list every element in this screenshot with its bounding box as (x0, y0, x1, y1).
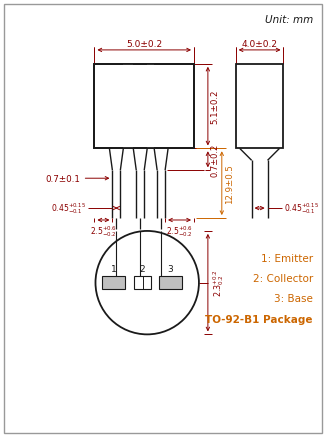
Text: 12.9±0.5: 12.9±0.5 (225, 164, 234, 204)
Text: 2: Collector: 2: Collector (253, 273, 313, 283)
Text: 2.5$^{+0.6}_{-0.2}$: 2.5$^{+0.6}_{-0.2}$ (166, 223, 193, 238)
Text: 3: 3 (167, 264, 173, 273)
Text: 0.45$^{+0.15}_{-0.1}$: 0.45$^{+0.15}_{-0.1}$ (284, 200, 319, 215)
Bar (236, 65, 283, 149)
Text: 5.0±0.2: 5.0±0.2 (126, 40, 162, 49)
Text: 0.7±0.1: 0.7±0.1 (46, 174, 81, 183)
Text: 2: 2 (139, 264, 145, 273)
Bar (102, 276, 125, 289)
Text: 3: Base: 3: Base (275, 293, 313, 303)
Bar (147, 65, 154, 149)
Text: 2.3$^{+0.2}_{0.2}$: 2.3$^{+0.2}_{0.2}$ (211, 269, 226, 297)
Text: 1: 1 (111, 264, 116, 273)
Text: 1: Emitter: 1: Emitter (261, 253, 313, 263)
Text: 5.1±0.2: 5.1±0.2 (211, 90, 220, 124)
Bar (94, 65, 194, 149)
Text: 4.0±0.2: 4.0±0.2 (242, 40, 277, 49)
Bar (159, 276, 182, 289)
Text: Unit: mm: Unit: mm (265, 15, 313, 25)
Text: TO-92-B1 Package: TO-92-B1 Package (205, 315, 312, 325)
Bar (134, 276, 151, 289)
Text: 0.45$^{+0.15}_{-0.1}$: 0.45$^{+0.15}_{-0.1}$ (51, 200, 86, 215)
Bar (94, 65, 194, 149)
Text: 0.7±0.2: 0.7±0.2 (211, 143, 220, 177)
Text: 2.5$^{+0.6}_{-0.2}$: 2.5$^{+0.6}_{-0.2}$ (90, 223, 117, 238)
Bar (123, 65, 133, 149)
